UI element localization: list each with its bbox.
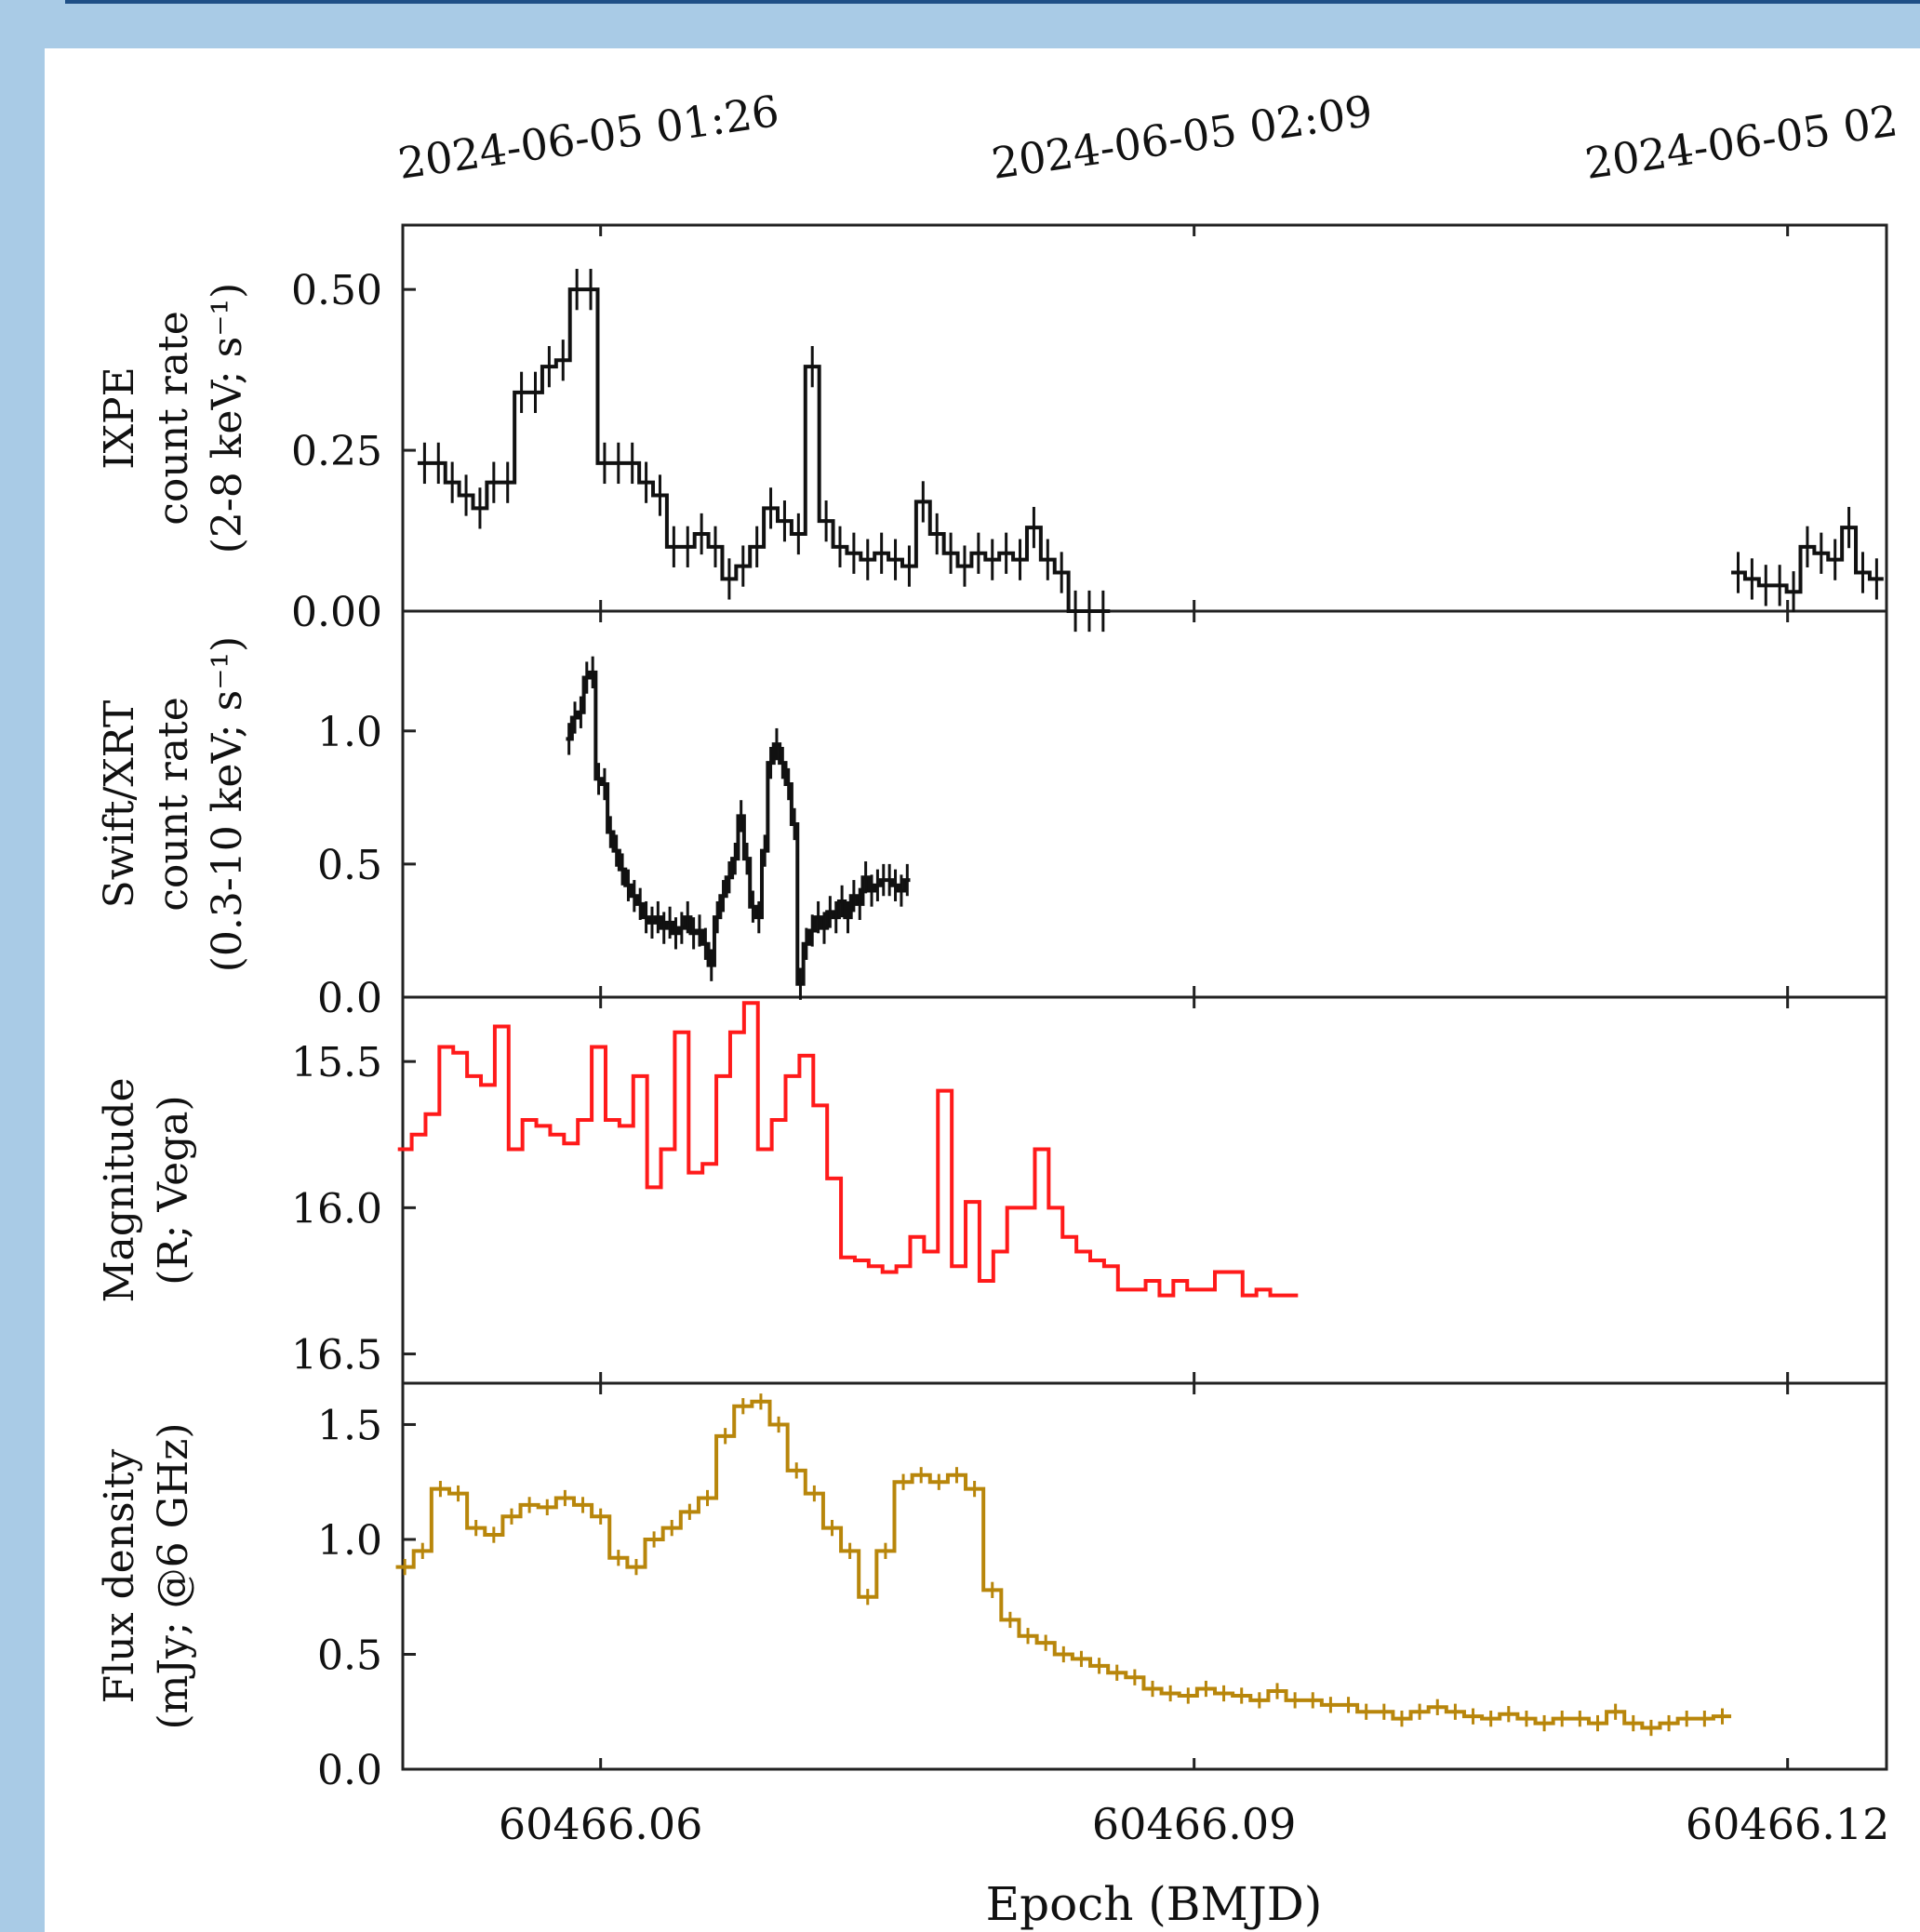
panel-frame-ixpe bbox=[401, 223, 1888, 613]
top-axis-date-label: 2024-06-05 02:09 bbox=[989, 86, 1376, 189]
y-tick-label: 16.5 bbox=[291, 1332, 382, 1379]
y-axis-label-line: IXPE bbox=[96, 366, 143, 469]
y-tick-label: 0.0 bbox=[317, 1747, 382, 1794]
panel-frame-optical bbox=[401, 995, 1888, 1385]
series-line-swiftxrt bbox=[566, 670, 911, 986]
y-tick-label: 0.5 bbox=[317, 842, 382, 889]
top-band bbox=[0, 0, 1920, 48]
y-axis-label-line: Magnitude bbox=[96, 1077, 143, 1302]
y-tick-label: 0.5 bbox=[317, 1632, 382, 1679]
y-axis-label-line: (R; Vega) bbox=[150, 1095, 197, 1285]
figure: 2024-06-05 01:26 2024-06-05 02:09 2024-06-… bbox=[45, 48, 1920, 1932]
series-line-ixpe bbox=[417, 287, 1884, 613]
y-axis-label-line: count rate bbox=[150, 311, 197, 525]
y-axis-label-line: count rate bbox=[150, 697, 197, 911]
y-tick-label: 16.0 bbox=[291, 1185, 382, 1232]
y-tick-label: 1.0 bbox=[317, 709, 382, 756]
x-tick-label: 60466.09 bbox=[1092, 1799, 1297, 1849]
panel-frame-swiftxrt bbox=[401, 609, 1888, 999]
y-tick-label: 0.00 bbox=[291, 589, 382, 636]
y-axis-label-line: Swift/XRT bbox=[96, 700, 143, 909]
panel-frame-radio bbox=[401, 1381, 1888, 1771]
y-axis-label-line: (mJy; @6 GHz) bbox=[150, 1422, 197, 1729]
top-axis-date-label: 2024-06-05 02 bbox=[1582, 95, 1901, 189]
y-axis-label-line: (0.3-10 keV; s⁻¹) bbox=[204, 636, 251, 972]
y-axis-label-line: Flux density bbox=[96, 1449, 143, 1704]
x-tick-label: 60466.06 bbox=[499, 1799, 703, 1849]
y-tick-label: 1.5 bbox=[317, 1402, 382, 1449]
y-axis-label-line: (2-8 keV; s⁻¹) bbox=[204, 283, 251, 553]
light-curve-chart: 2024-06-05 01:26 2024-06-05 02:09 2024-06-… bbox=[96, 86, 1901, 1931]
y-tick-label: 15.5 bbox=[291, 1039, 382, 1086]
y-tick-label: 1.0 bbox=[317, 1517, 382, 1565]
x-axis-label: Epoch (BMJD) bbox=[986, 1877, 1323, 1931]
x-tick-label: 60466.12 bbox=[1686, 1799, 1890, 1849]
y-tick-label: 0.50 bbox=[291, 267, 382, 314]
top-axis-date-label: 2024-06-05 01:26 bbox=[395, 86, 782, 189]
top-frame-line bbox=[65, 0, 1920, 4]
series-line-radio bbox=[395, 1399, 1732, 1730]
y-tick-label: 0.0 bbox=[317, 975, 382, 1022]
series-line-optical bbox=[397, 1001, 1299, 1298]
y-tick-label: 0.25 bbox=[291, 428, 382, 475]
